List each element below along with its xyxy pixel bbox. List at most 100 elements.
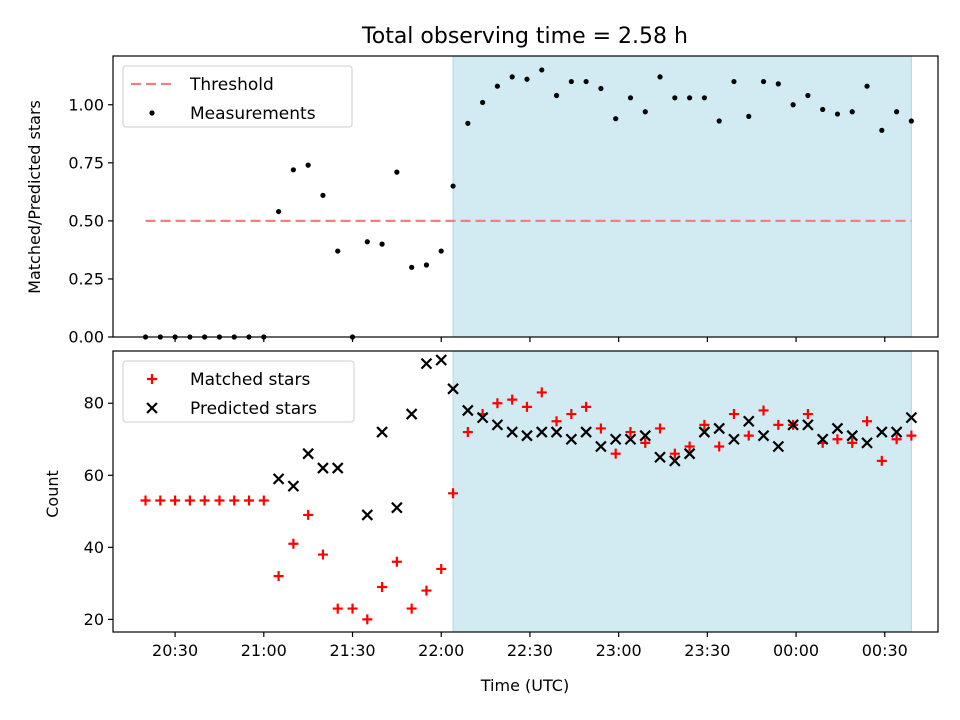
y-tick-label: 60 bbox=[84, 466, 104, 485]
data-point bbox=[713, 422, 725, 435]
data-point bbox=[905, 411, 918, 424]
y-tick-label: 0.50 bbox=[68, 211, 104, 230]
data-point bbox=[553, 92, 560, 99]
data-point bbox=[331, 462, 344, 474]
data-point bbox=[450, 183, 456, 189]
x-axis-title: Time (UTC) bbox=[480, 676, 569, 695]
data-point bbox=[816, 433, 829, 446]
data-point bbox=[728, 409, 739, 420]
data-point bbox=[214, 495, 225, 506]
data-point bbox=[876, 426, 888, 438]
data-point bbox=[669, 448, 680, 459]
data-point bbox=[609, 433, 622, 446]
data-point bbox=[536, 387, 547, 398]
data-point bbox=[595, 423, 606, 434]
data-point bbox=[787, 419, 799, 431]
data-point bbox=[320, 192, 326, 198]
data-point bbox=[535, 426, 548, 438]
data-point bbox=[627, 95, 634, 101]
y-tick-label: 80 bbox=[84, 394, 104, 413]
data-point bbox=[494, 83, 501, 89]
x-tick-label: 00:00 bbox=[773, 641, 819, 660]
data-point bbox=[790, 102, 796, 108]
y-tick-label: 0.75 bbox=[68, 153, 104, 172]
x-tick-label: 22:00 bbox=[418, 641, 464, 660]
plot-frame bbox=[112, 350, 939, 633]
data-point bbox=[155, 495, 166, 506]
data-point bbox=[421, 585, 432, 596]
data-point bbox=[655, 423, 666, 434]
data-point bbox=[287, 480, 300, 492]
data-point bbox=[521, 401, 532, 412]
legend-label: Threshold bbox=[189, 75, 274, 95]
y-tick-label: 40 bbox=[84, 538, 104, 557]
data-point bbox=[491, 419, 504, 431]
data-point bbox=[272, 473, 285, 485]
plot-frame bbox=[112, 55, 939, 338]
data-point bbox=[847, 437, 858, 448]
data-point bbox=[376, 426, 388, 438]
data-point bbox=[714, 441, 725, 452]
data-point bbox=[347, 603, 358, 614]
data-point bbox=[701, 95, 707, 101]
data-point bbox=[480, 99, 486, 106]
data-point bbox=[672, 95, 678, 101]
data-point bbox=[465, 120, 471, 126]
data-point bbox=[595, 440, 607, 453]
data-point bbox=[758, 405, 769, 416]
data-point bbox=[891, 434, 902, 445]
data-point bbox=[894, 109, 900, 115]
data-point bbox=[613, 116, 619, 122]
data-point bbox=[521, 429, 533, 442]
data-point bbox=[335, 248, 341, 254]
data-point bbox=[772, 440, 785, 453]
legend-marker bbox=[147, 374, 157, 384]
data-point bbox=[624, 433, 637, 446]
data-point bbox=[598, 85, 604, 92]
data-point bbox=[683, 447, 696, 460]
data-point bbox=[492, 398, 503, 409]
x-tick-label: 20:30 bbox=[152, 641, 198, 660]
legend-marker bbox=[149, 110, 155, 116]
data-point bbox=[391, 556, 402, 567]
data-point bbox=[361, 509, 374, 521]
data-point bbox=[229, 495, 240, 506]
y-tick-label: 0.00 bbox=[68, 328, 104, 347]
data-point bbox=[775, 81, 781, 87]
data-point bbox=[583, 78, 589, 85]
data-point bbox=[639, 429, 652, 442]
data-point bbox=[303, 509, 314, 520]
data-point bbox=[802, 419, 814, 431]
data-point bbox=[728, 433, 740, 446]
data-point bbox=[258, 495, 269, 506]
data-point bbox=[405, 408, 418, 420]
legend-label: Matched stars bbox=[190, 370, 310, 390]
bottom-plot: 20 40 60 80 20:30 21:00 21:30 22:00 22:30 23:00 23… bbox=[84, 350, 939, 660]
highlight-span bbox=[452, 350, 912, 633]
data-point bbox=[846, 429, 859, 442]
data-point bbox=[742, 415, 755, 428]
data-point bbox=[391, 501, 403, 514]
data-point bbox=[669, 455, 681, 467]
data-point bbox=[420, 357, 433, 370]
data-point bbox=[409, 264, 415, 270]
data-point bbox=[743, 430, 754, 441]
data-point bbox=[849, 109, 855, 115]
data-point bbox=[305, 162, 311, 168]
data-point bbox=[879, 127, 885, 133]
data-point bbox=[524, 76, 530, 82]
bottom-y-axis-title: Count bbox=[43, 470, 62, 518]
data-point bbox=[773, 419, 784, 430]
x-tick-label: 21:30 bbox=[329, 641, 375, 660]
data-point bbox=[698, 426, 711, 438]
top-plot: 0.00 0.25 0.50 0.75 1.00 Threshold Measurement… bbox=[68, 55, 939, 347]
data-point bbox=[435, 354, 448, 366]
data-point bbox=[199, 495, 210, 506]
data-point bbox=[862, 416, 873, 427]
data-point bbox=[657, 74, 663, 80]
x-tick-label: 00:30 bbox=[862, 641, 908, 660]
data-point bbox=[507, 394, 518, 405]
legend: Threshold Measurements bbox=[122, 65, 353, 128]
x-tick-label: 23:30 bbox=[684, 641, 730, 660]
